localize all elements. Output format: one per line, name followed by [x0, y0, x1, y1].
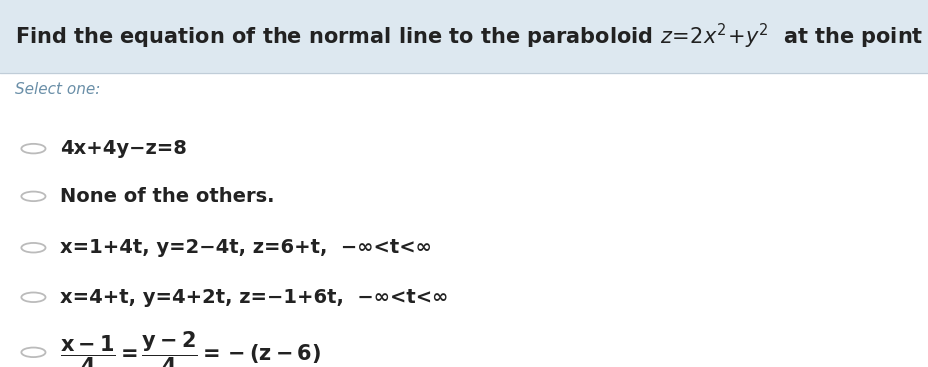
- Bar: [0, 0, 928, 73]
- Text: 4x+4y−z=8: 4x+4y−z=8: [60, 139, 187, 158]
- Text: None of the others.: None of the others.: [60, 187, 275, 206]
- Text: x=1+4t, y=2−4t, z=6+t,  −∞<t<∞: x=1+4t, y=2−4t, z=6+t, −∞<t<∞: [60, 238, 432, 257]
- Text: Find the equation of the normal line to the paraboloid $z\!=\!2x^2\!+\!y^2$  at : Find the equation of the normal line to …: [15, 22, 928, 51]
- Text: x=4+t, y=4+2t, z=−1+6t,  −∞<t<∞: x=4+t, y=4+2t, z=−1+6t, −∞<t<∞: [60, 288, 448, 307]
- Text: Select one:: Select one:: [15, 83, 100, 97]
- Text: $\mathbf{\dfrac{x-1}{4} = \dfrac{y-2}{4} = -(z-6)}$: $\mathbf{\dfrac{x-1}{4} = \dfrac{y-2}{4}…: [60, 329, 321, 367]
